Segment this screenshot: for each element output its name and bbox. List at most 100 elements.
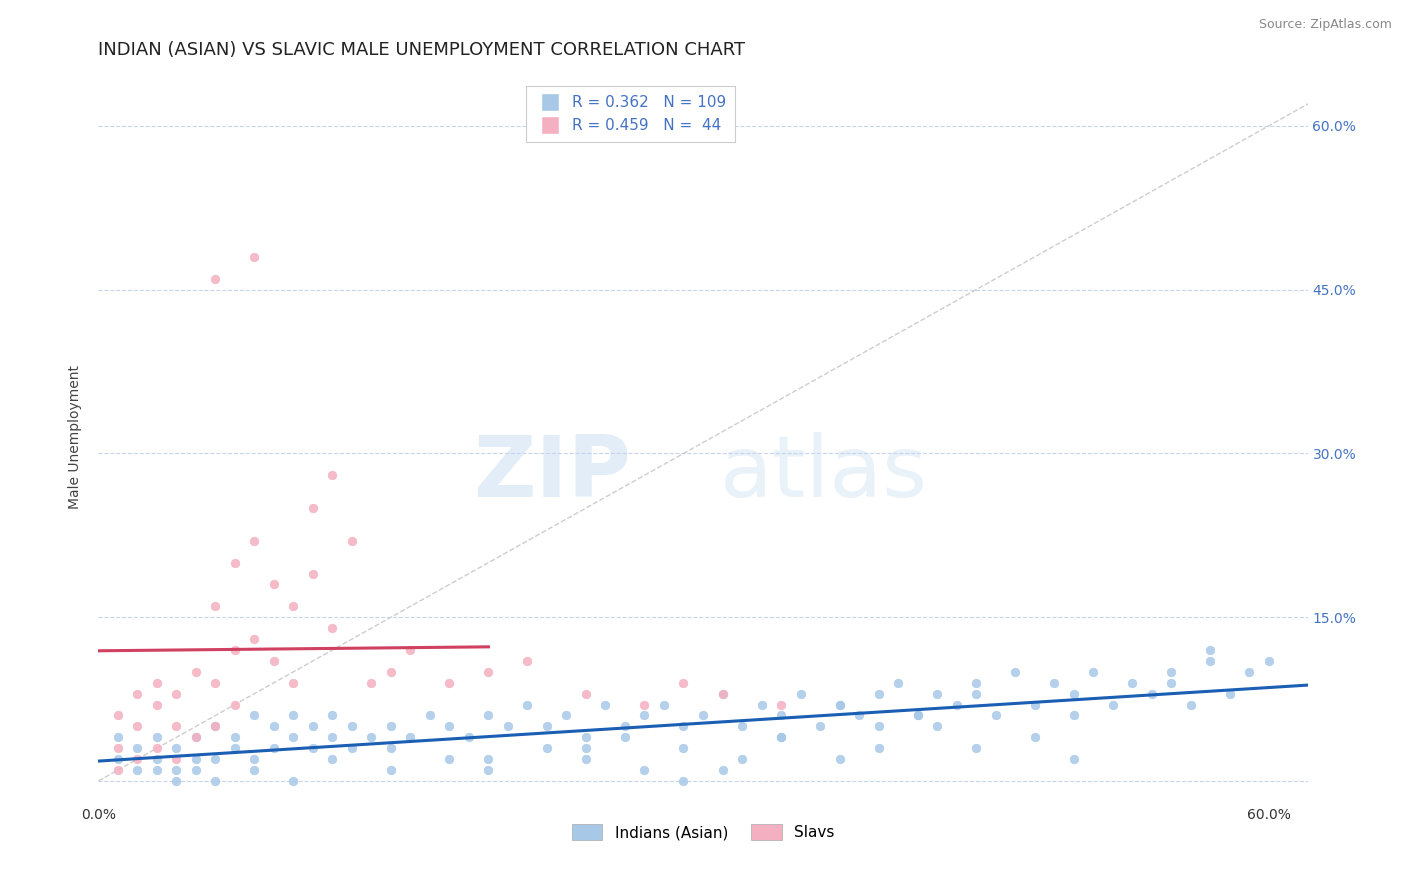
Point [555, 708, 578, 723]
Point [283, 708, 305, 723]
Point [165, 687, 187, 701]
Point [283, 675, 305, 690]
Point [828, 698, 851, 712]
Point [439, 675, 461, 690]
Point [848, 708, 870, 723]
Point [516, 654, 538, 668]
Point [263, 654, 285, 668]
Point [360, 731, 382, 745]
Point [907, 708, 929, 723]
Point [321, 752, 343, 766]
Point [633, 708, 655, 723]
Point [536, 741, 558, 756]
Point [321, 621, 343, 635]
Point [302, 741, 325, 756]
Point [1219, 687, 1241, 701]
Point [302, 566, 325, 581]
Point [107, 741, 129, 756]
Point [243, 763, 266, 777]
Point [711, 687, 734, 701]
Point [1063, 687, 1085, 701]
Point [243, 250, 266, 264]
Point [868, 687, 890, 701]
Point [595, 698, 617, 712]
Point [243, 533, 266, 548]
Point [165, 719, 187, 733]
Point [1063, 708, 1085, 723]
Point [263, 719, 285, 733]
Text: ZIP: ZIP [472, 432, 630, 516]
Point [439, 719, 461, 733]
Point [575, 741, 598, 756]
Point [204, 752, 226, 766]
Point [184, 752, 207, 766]
Point [127, 741, 149, 756]
Point [127, 687, 149, 701]
Point [672, 719, 695, 733]
Point [204, 719, 226, 733]
Point [224, 556, 246, 570]
Point [575, 687, 598, 701]
Point [1199, 654, 1222, 668]
Point [496, 719, 519, 733]
Text: INDIAN (ASIAN) VS SLAVIC MALE UNEMPLOYMENT CORRELATION CHART: INDIAN (ASIAN) VS SLAVIC MALE UNEMPLOYME… [98, 41, 745, 59]
Point [731, 719, 754, 733]
Point [1199, 643, 1222, 657]
Point [243, 708, 266, 723]
Point [965, 675, 987, 690]
Point [516, 698, 538, 712]
Point [146, 752, 169, 766]
Point [1024, 698, 1046, 712]
Point [1081, 665, 1104, 679]
Point [107, 752, 129, 766]
Point [1160, 665, 1182, 679]
Point [263, 577, 285, 591]
Point [302, 719, 325, 733]
Point [1004, 665, 1026, 679]
Point [868, 719, 890, 733]
Point [828, 752, 851, 766]
Point [340, 533, 363, 548]
Point [1121, 675, 1143, 690]
Point [224, 643, 246, 657]
Point [184, 731, 207, 745]
Point [204, 675, 226, 690]
Point [380, 763, 402, 777]
Point [184, 731, 207, 745]
Point [146, 763, 169, 777]
Point [380, 719, 402, 733]
Point [439, 752, 461, 766]
Point [868, 741, 890, 756]
Point [769, 731, 792, 745]
Legend: Indians (Asian), Slavs: Indians (Asian), Slavs [565, 818, 841, 847]
Point [204, 719, 226, 733]
Point [828, 698, 851, 712]
Point [614, 731, 637, 745]
Point [925, 687, 948, 701]
Point [399, 643, 422, 657]
Point [184, 665, 207, 679]
Point [477, 752, 499, 766]
Point [146, 741, 169, 756]
Point [789, 687, 811, 701]
Point [146, 698, 169, 712]
Point [477, 665, 499, 679]
Text: atlas: atlas [720, 432, 928, 516]
Point [243, 752, 266, 766]
Point [107, 763, 129, 777]
Point [302, 501, 325, 516]
Point [165, 774, 187, 789]
Point [243, 632, 266, 646]
Point [692, 708, 714, 723]
Point [808, 719, 831, 733]
Point [263, 741, 285, 756]
Point [575, 731, 598, 745]
Point [672, 741, 695, 756]
Point [224, 698, 246, 712]
Point [107, 708, 129, 723]
Point [340, 741, 363, 756]
Point [477, 763, 499, 777]
Point [769, 698, 792, 712]
Point [399, 731, 422, 745]
Point [907, 708, 929, 723]
